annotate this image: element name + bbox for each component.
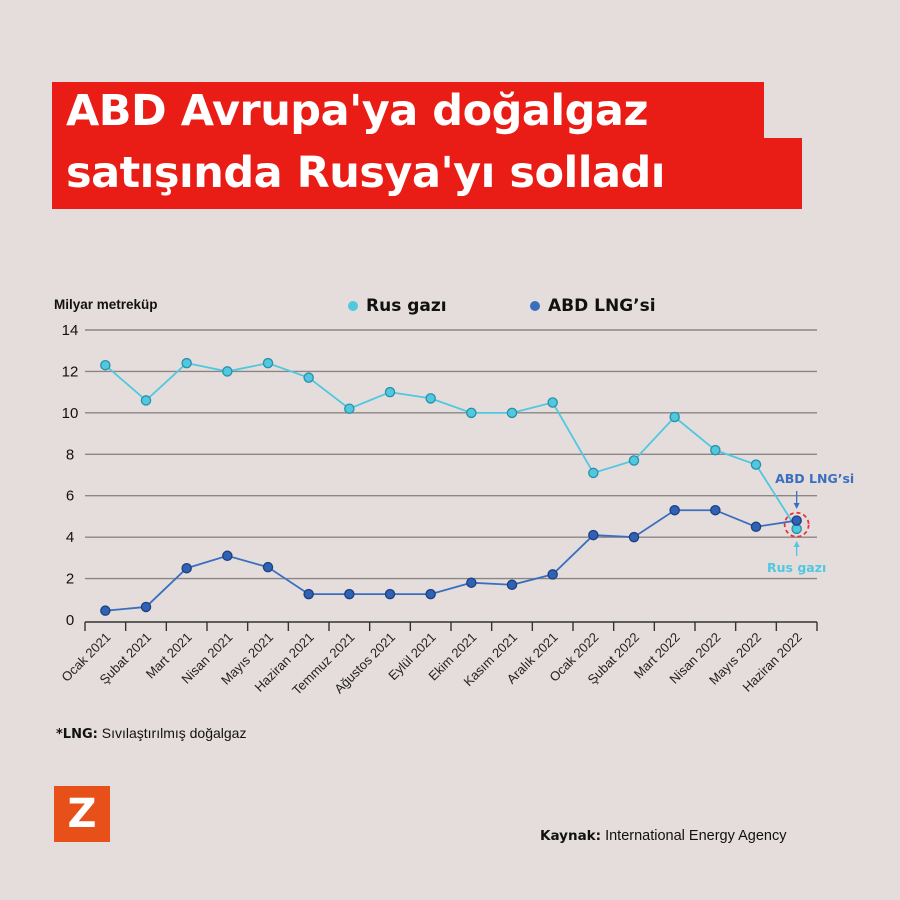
footnote-term: *LNG:	[56, 727, 98, 742]
title-line-2: satışında Rusya'yı solladı	[52, 138, 802, 209]
footnote-definition: Sıvılaştırılmış doğalgaz	[97, 725, 247, 741]
data-point	[140, 395, 152, 406]
data-point	[750, 521, 762, 533]
legend-dot-icon	[530, 301, 540, 311]
legend-label: Rus gazı	[366, 296, 447, 316]
annotation-abd-label: ABD LNG’si	[775, 471, 854, 486]
data-point	[466, 407, 477, 419]
data-point	[466, 577, 477, 588]
series-line	[105, 509, 797, 612]
data-point	[588, 529, 599, 541]
data-point	[344, 403, 355, 414]
data-point	[791, 515, 802, 526]
data-point	[628, 455, 640, 466]
series-rus	[100, 357, 802, 535]
y-tick-label: 6	[66, 488, 74, 505]
data-point	[547, 397, 558, 408]
series-line	[104, 362, 798, 530]
footnote: *LNG: Sıvılaştırılmış doğalgaz	[56, 725, 246, 742]
highlight-circle	[783, 511, 810, 538]
data-point	[384, 386, 396, 398]
brand-logo: Z	[54, 786, 110, 842]
legend-label: ABD LNG’si	[548, 296, 656, 316]
y-tick-label: 8	[66, 446, 74, 463]
source-value: International Energy Agency	[601, 828, 787, 844]
legend-dot-icon	[348, 301, 358, 311]
arrow-head-icon	[793, 503, 800, 509]
y-tick-label: 14	[62, 322, 79, 339]
data-point	[750, 459, 762, 470]
y-axis-ticks: 0 2 4 6 8 10 12 14	[62, 322, 79, 629]
data-point	[303, 588, 314, 600]
series-abd	[100, 504, 802, 616]
data-point	[384, 588, 396, 600]
data-point	[628, 531, 640, 543]
data-point	[181, 562, 192, 574]
data-point	[547, 569, 558, 580]
data-point	[181, 357, 192, 369]
source-credit: Kaynak: International Energy Agency	[540, 828, 786, 844]
data-point	[262, 561, 274, 573]
data-point	[588, 467, 599, 479]
y-tick-label: 10	[62, 405, 79, 422]
data-point	[262, 357, 274, 369]
source-label: Kaynak:	[540, 828, 602, 844]
annotation-rus-label: Rus gazı	[767, 560, 826, 575]
y-tick-label: 0	[66, 612, 74, 629]
legend-item-rus: Rus gazı	[348, 296, 447, 316]
data-point	[344, 588, 355, 600]
data-point	[100, 359, 111, 371]
data-point	[425, 588, 436, 600]
data-point	[710, 444, 721, 456]
data-point	[303, 372, 314, 383]
y-tick-label: 4	[66, 529, 74, 546]
legend-item-abd: ABD LNG’si	[530, 296, 656, 316]
annotations: ABD LNG’si Rus gazı	[767, 471, 854, 575]
data-point	[222, 366, 233, 377]
data-point	[425, 393, 436, 404]
y-tick-label: 12	[62, 363, 79, 380]
data-point	[506, 407, 518, 419]
title-line-1: ABD Avrupa'ya doğalgaz	[52, 82, 764, 140]
y-axis-label: Milyar metreküp	[54, 297, 158, 312]
arrow-head-icon	[793, 541, 800, 547]
data-point	[669, 504, 680, 516]
data-point	[222, 550, 233, 562]
data-point	[669, 411, 680, 423]
y-tick-label: 2	[66, 571, 74, 588]
gridlines	[85, 329, 817, 580]
data-point	[506, 579, 518, 591]
data-series	[100, 357, 802, 616]
logo-letter: Z	[67, 791, 97, 837]
data-point	[100, 605, 111, 616]
data-point	[140, 601, 152, 613]
data-point	[710, 504, 721, 516]
